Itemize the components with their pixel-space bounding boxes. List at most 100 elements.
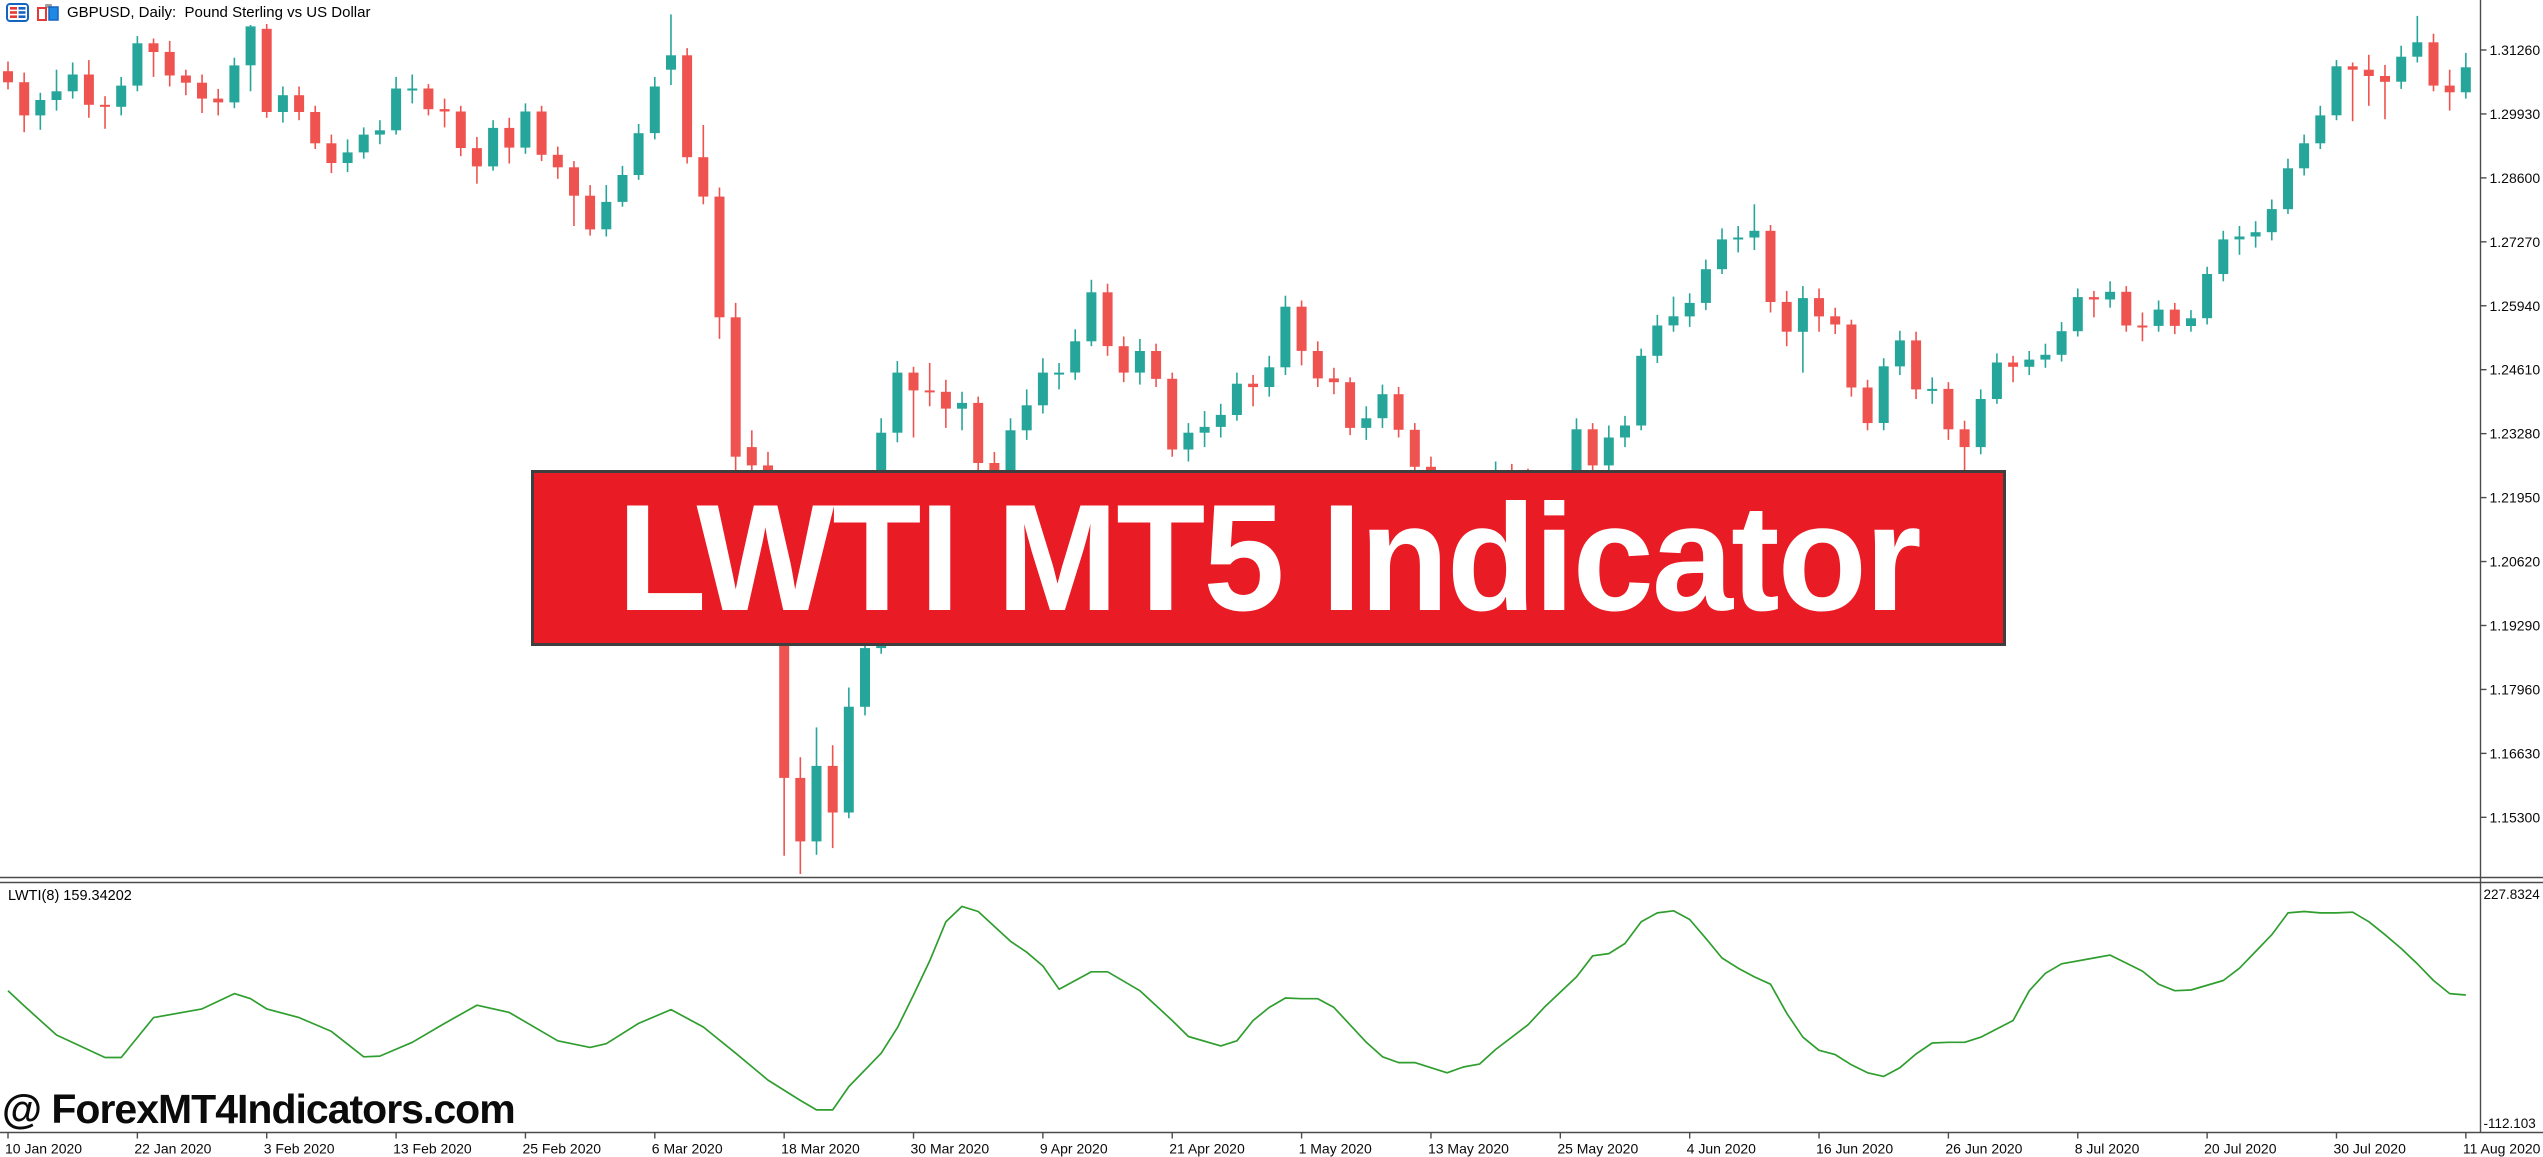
candle-body [35,100,46,116]
symbol-title: GBPUSD, Daily: Pound Sterling vs US Doll… [67,4,371,21]
depth-of-market-icon[interactable] [6,3,29,22]
price-axis-label: 1.20620 [2490,554,2541,570]
one-click-trading-icon[interactable] [36,3,60,22]
candle-body [116,85,127,107]
candle-body [1134,351,1145,373]
candle-body [746,447,757,466]
indicator-axis[interactable]: 227.8324 -112.103 [2484,887,2541,1131]
candle-body [2283,168,2293,210]
candle-body [2396,56,2407,82]
date-axis-label: 26 Jun 2020 [1945,1141,2022,1157]
candle-body [1021,405,1032,431]
candle-body [2250,232,2261,237]
candle-body [1231,383,1242,415]
date-axis-label: 22 Jan 2020 [134,1141,211,1157]
date-axis-label: 9 Apr 2020 [1040,1141,1108,1157]
candle-body [2202,274,2213,319]
candle-body [569,167,579,196]
candle-body [2299,143,2310,169]
date-axis-label: 10 Jan 2020 [5,1141,82,1157]
candle-body [3,71,13,83]
candle-body [617,175,628,202]
candle-body [1054,372,1065,375]
candle-body [261,28,272,112]
candle-body [1409,429,1420,467]
candle-body [714,196,725,318]
candle-body [1248,383,1259,388]
candle-body [2040,354,2051,360]
candle-body [1005,430,1016,481]
candle-body [1312,351,1323,379]
date-axis-label: 25 Feb 2020 [522,1141,601,1157]
candle-body [1215,414,1226,427]
candle-body [83,74,94,105]
candle-body [148,43,159,52]
candle-body [1797,298,1808,332]
candle-body [1975,399,1986,448]
candle-body [374,130,385,135]
candle-body [811,765,822,842]
candle-body [957,402,967,409]
candle-body [860,648,870,707]
candle-body [1086,292,1097,342]
date-axis-label: 30 Jul 2020 [2333,1141,2406,1157]
date-axis-label: 25 May 2020 [1557,1141,1638,1157]
candle-body [1345,382,1356,428]
date-axis-label: 8 Jul 2020 [2075,1141,2140,1157]
candle-body [1620,425,1630,438]
candle-body [100,104,110,107]
candle-body [391,88,402,131]
candle-body [2444,85,2455,93]
candle-body [2460,67,2471,93]
candle-body [471,148,482,167]
candle-body [1393,394,1404,430]
candle-body [682,55,693,158]
candle-body [1830,316,1841,325]
indicator-min-label: -112.103 [2484,1116,2536,1131]
date-axis-label: 13 Feb 2020 [393,1141,472,1157]
candle-body [2412,42,2423,57]
candle-body [2024,359,2035,367]
candle-body [2315,115,2326,144]
candle-body [1911,340,1922,390]
candlestick-series[interactable] [3,14,2471,874]
candle-body [2008,362,2019,367]
candle-body [1927,388,1938,391]
price-axis-label: 1.21950 [2490,490,2541,506]
indicator-line [7,905,2466,1111]
price-axis-label: 1.17960 [2490,681,2541,697]
candle-body [2121,291,2132,326]
candle-body [2380,76,2390,82]
candle-body [439,109,450,112]
date-axis-label: 4 Jun 2020 [1687,1141,1756,1157]
candle-body [1878,366,1889,423]
candle-body [2088,297,2099,300]
date-axis-label: 20 Jul 2020 [2204,1141,2277,1157]
candle-body [2266,209,2277,233]
candle-body [1587,429,1598,466]
candle-body [1280,306,1291,368]
candle-body [1603,437,1614,466]
date-axis-label: 16 Jun 2020 [1816,1141,1893,1157]
candle-body [407,88,418,91]
watermark: @ ForexMT4Indicators.com [2,1086,516,1132]
price-axis[interactable]: 1.31260 1.29930 1.28600 1.27270 1.25940 1.246… [2480,42,2541,825]
candle-body [633,133,644,175]
candle-body [908,372,919,391]
candle-body [1199,426,1210,433]
candle-body [1684,302,1695,317]
candle-body [2056,331,2067,355]
price-axis-label: 1.27270 [2490,234,2541,250]
candle-body [730,317,741,457]
candle-body [2169,309,2180,326]
price-axis-label: 1.28600 [2490,170,2541,186]
candle-body [2331,66,2342,116]
date-axis-label: 11 Aug 2020 [2463,1141,2541,1157]
candle-body [2072,297,2083,332]
date-axis-label: 18 Mar 2020 [781,1141,860,1157]
candle-body [585,195,596,230]
candle-body [1943,388,1954,430]
time-axis[interactable]: 10 Jan 2020 22 Jan 2020 3 Feb 2020 13 Feb 2… [5,1132,2541,1157]
candle-body [779,567,790,778]
